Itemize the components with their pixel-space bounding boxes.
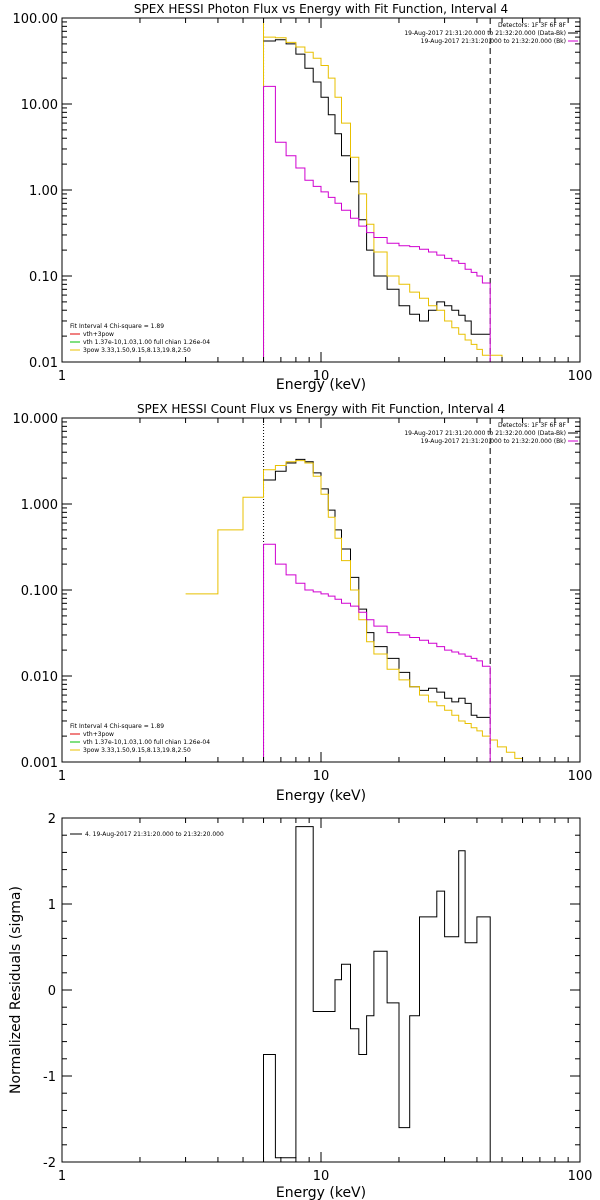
data-series-line	[263, 458, 491, 718]
legend-detectors: Detectors: 1F 3F 6F 8F	[498, 422, 567, 429]
fit-legend-title: Fit Interval 4 Chi-square = 1.89	[70, 323, 164, 330]
y-tick-label: 0.10	[29, 270, 58, 285]
y-tick-label: 0.010	[21, 670, 58, 685]
x-tick-label: 10	[313, 369, 330, 384]
model-extension-line	[490, 354, 540, 362]
y-axis-label: Normalized Residuals (sigma)	[8, 886, 24, 1094]
y-tick-label: 100.00	[13, 12, 59, 27]
x-axis-label: Energy (keV)	[276, 1185, 366, 1200]
model-series-line	[263, 460, 491, 737]
y-tick-label: 2	[48, 812, 56, 827]
model-extension-line	[185, 18, 264, 362]
fit-legend-total: vth+3pow	[83, 331, 114, 338]
fit-legend-vth: vth 1.37e-10,1.03,1.00 full chian 1.26e-…	[83, 339, 210, 346]
y-tick-label: 1.000	[21, 498, 58, 513]
fit-legend-3pow: 3pow 3.33,1.50,9.15,8.13,19.8,2.50	[83, 347, 191, 354]
residuals-panel: 4. 19-Aug-2017 21:31:20.000 to 21:32:20.…	[8, 812, 592, 1200]
chart-title: SPEX HESSI Photon Flux vs Energy with Fi…	[134, 2, 508, 16]
legend-bk-label: 19-Aug-2017 21:31:20.000 to 21:32:20.000…	[421, 438, 566, 445]
plot-area	[263, 826, 491, 1162]
y-tick-label: 10.00	[21, 98, 58, 113]
y-tick-label: 10.000	[13, 412, 59, 427]
y-tick-label: 0	[48, 984, 56, 999]
model-extension-line	[185, 469, 264, 595]
legend-detectors: Detectors: 1F 3F 6F 8F	[498, 22, 567, 29]
x-tick-label: 100	[568, 1169, 593, 1184]
y-tick-label: 0.01	[29, 356, 58, 371]
fit-legend-title: Fit Interval 4 Chi-square = 1.89	[70, 723, 164, 730]
legend-bk-label: 19-Aug-2017 21:31:20.000 to 21:32:20.000…	[421, 38, 566, 45]
residuals-series-line	[263, 826, 491, 1162]
y-tick-label: 1	[48, 898, 56, 913]
plot-area	[185, 418, 534, 762]
y-tick-label: -1	[43, 1070, 56, 1085]
x-axis-label: Energy (keV)	[276, 377, 366, 393]
x-tick-label: 1	[58, 1169, 66, 1184]
legend-data-label: 19-Aug-2017 21:31:20.000 to 21:32:20.000…	[404, 30, 566, 37]
x-tick-label: 100	[568, 369, 593, 384]
x-tick-label: 10	[313, 1169, 330, 1184]
chart-title: SPEX HESSI Count Flux vs Energy with Fit…	[137, 402, 505, 416]
plot-frame	[61, 417, 581, 763]
plot-area	[185, 18, 540, 362]
legend-data-label: 19-Aug-2017 21:31:20.000 to 21:32:20.000…	[404, 430, 566, 437]
y-tick-label: 0.100	[21, 584, 58, 599]
plot-frame	[61, 817, 581, 1163]
x-axis-label: Energy (keV)	[276, 788, 366, 804]
data-series-line	[263, 39, 491, 335]
fit-legend-vth: vth 1.37e-10,1.03,1.00 full chian 1.26e-…	[83, 739, 210, 746]
residuals-legend: 4. 19-Aug-2017 21:31:20.000 to 21:32:20.…	[85, 831, 224, 838]
fit-legend-3pow: 3pow 3.33,1.50,9.15,8.13,19.8,2.50	[83, 747, 191, 754]
x-tick-label: 10	[313, 769, 330, 784]
x-tick-label: 100	[568, 769, 593, 784]
y-tick-label: 0.001	[21, 756, 58, 771]
y-tick-label: -2	[43, 1156, 56, 1171]
fit-legend-total: vth+3pow	[83, 731, 114, 738]
background-series-line	[263, 543, 491, 667]
background-series-line	[263, 85, 491, 284]
x-tick-label: 1	[58, 769, 66, 784]
model-extension-line	[490, 739, 534, 762]
y-tick-label: 1.00	[29, 184, 58, 199]
model-series-line	[263, 36, 491, 356]
x-tick-label: 1	[58, 369, 66, 384]
